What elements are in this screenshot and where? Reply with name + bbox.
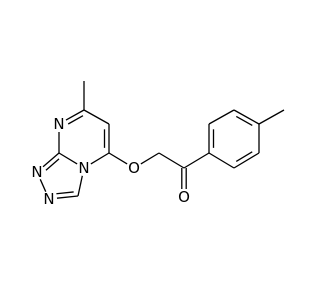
bond xyxy=(108,152,128,165)
atom-label: O xyxy=(128,159,140,177)
double-bond-line xyxy=(235,115,253,126)
atom-label: N xyxy=(78,159,89,177)
atom-label: O xyxy=(178,188,190,206)
bond xyxy=(208,109,235,125)
bond xyxy=(208,152,235,169)
bond xyxy=(140,152,160,165)
bond xyxy=(65,109,85,121)
bond xyxy=(39,179,47,192)
bond xyxy=(77,175,83,197)
bond xyxy=(42,152,60,168)
bond xyxy=(58,152,78,165)
bond xyxy=(158,152,185,169)
atom-label: N xyxy=(31,163,42,181)
double-bond-line xyxy=(67,115,84,125)
bond xyxy=(56,195,79,199)
bonds xyxy=(39,81,285,199)
atom-label: N xyxy=(43,190,54,208)
bond xyxy=(183,152,210,169)
bond xyxy=(258,109,285,125)
double-bond-line xyxy=(235,151,253,162)
double-bond-line xyxy=(45,158,60,171)
bond xyxy=(90,152,110,165)
double-bond-line xyxy=(56,191,74,195)
bond xyxy=(83,109,110,125)
atom-label: N xyxy=(53,115,64,133)
bond xyxy=(233,109,260,125)
bond xyxy=(233,152,260,169)
